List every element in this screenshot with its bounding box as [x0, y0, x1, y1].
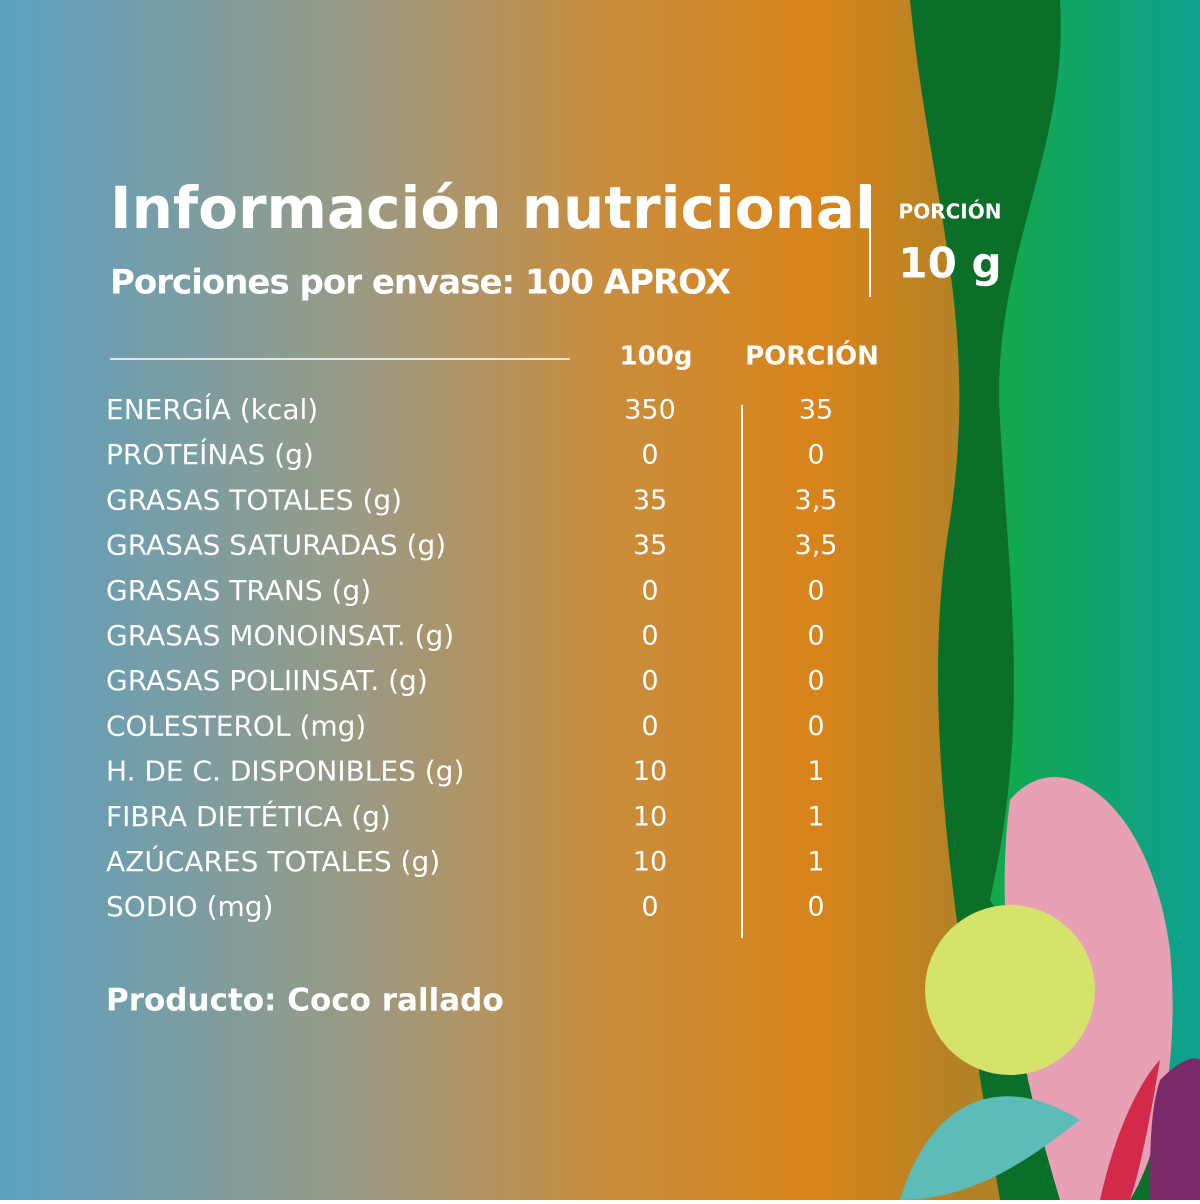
row-label: COLESTEROL (mg): [106, 709, 366, 742]
row-label: ENERGÍA (kcal): [106, 392, 318, 426]
row-label: GRASAS TRANS (g): [106, 574, 371, 607]
value-portion: 3,5: [795, 530, 838, 561]
row-label: GRASAS MONOINSAT. (g): [106, 619, 454, 652]
row-label: GRASAS POLIINSAT. (g): [106, 664, 428, 697]
fan-leaf: [925, 905, 1095, 1075]
value-100g: 0: [641, 621, 658, 652]
value-100g: 0: [641, 575, 658, 606]
value-portion: 1: [807, 847, 824, 878]
row-label: GRASAS SATURADAS (g): [106, 529, 446, 562]
value-100g: 35: [633, 485, 667, 516]
title: Información nutricional: [110, 174, 875, 242]
value-portion: 0: [807, 666, 824, 697]
row-label: SODIO (mg): [106, 890, 273, 923]
value-100g: 0: [641, 666, 658, 697]
portion-label: PORCIÓN: [899, 200, 1002, 224]
value-portion: 1: [807, 801, 824, 832]
value-100g: 0: [641, 892, 658, 923]
value-portion: 0: [807, 711, 824, 742]
value-portion: 0: [807, 892, 824, 923]
value-portion: 35: [799, 395, 833, 426]
red-leaf: [1100, 1060, 1160, 1200]
subtitle: Porciones por envase: 100 APROX: [110, 263, 731, 303]
row-label: H. DE C. DISPONIBLES (g): [106, 755, 464, 788]
value-100g: 10: [633, 801, 667, 832]
row-label: FIBRA DIETÉTICA (g): [106, 799, 391, 833]
value-100g: 0: [641, 711, 658, 742]
portion-size: 10 g: [898, 239, 1001, 288]
value-100g: 10: [633, 756, 667, 787]
value-portion: 0: [807, 575, 824, 606]
value-100g: 10: [633, 847, 667, 878]
row-label: PROTEÍNAS (g): [106, 437, 314, 471]
row-label: AZÚCARES TOTALES (g): [106, 844, 440, 878]
value-portion: 1: [807, 756, 824, 787]
product: Producto: Coco rallado: [106, 983, 504, 1019]
value-portion: 0: [807, 621, 824, 652]
value-portion: 3,5: [795, 485, 838, 516]
value-100g: 0: [641, 440, 658, 471]
teal-leaf: [900, 1096, 1080, 1200]
column-header: 100g: [620, 342, 693, 372]
value-100g: 350: [624, 395, 676, 426]
row-label: GRASAS TOTALES (g): [106, 483, 402, 516]
value-100g: 35: [633, 530, 667, 561]
value-portion: 0: [807, 440, 824, 471]
column-header: PORCIÓN: [745, 340, 879, 372]
purple-leaf: [1150, 1058, 1200, 1200]
